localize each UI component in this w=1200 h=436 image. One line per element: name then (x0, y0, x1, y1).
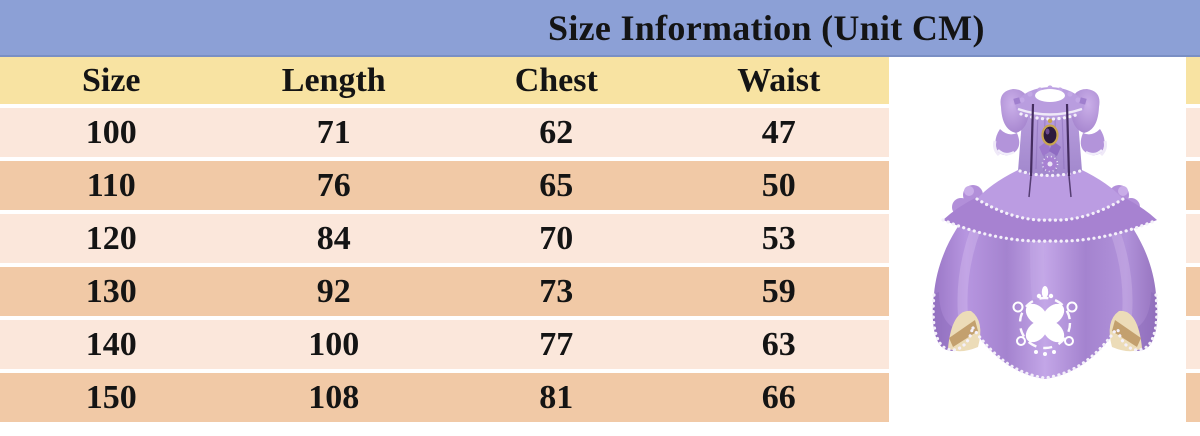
cell-length: 71 (316, 114, 351, 151)
cell-size: 100 (85, 114, 137, 151)
cell-chest: 62 (539, 114, 574, 151)
cell-chest: 65 (539, 167, 574, 204)
sofia-flower-emblem (1012, 286, 1078, 356)
cell-size: 120 (85, 220, 137, 257)
cell-chest: 81 (539, 379, 574, 416)
cell-length: 92 (316, 273, 351, 310)
cell-size: 130 (85, 273, 137, 310)
cell-length: 108 (308, 379, 360, 416)
dress-overskirt-upper (975, 169, 1125, 222)
column-header-waist: Waist (737, 62, 821, 99)
cell-waist: 50 (761, 167, 796, 204)
cell-chest: 73 (539, 273, 574, 310)
dress-sleeve-right (1070, 89, 1107, 157)
cell-size: 110 (86, 167, 136, 204)
dress-hem-lining (948, 310, 1142, 352)
product-image (889, 57, 1186, 436)
cell-length: 100 (308, 326, 360, 363)
dress-collar (1013, 85, 1087, 121)
cell-chest: 70 (539, 220, 574, 257)
cell-size: 140 (85, 326, 137, 363)
cell-waist: 63 (761, 326, 796, 363)
cell-length: 76 (316, 167, 351, 204)
column-header-chest: Chest (514, 62, 598, 99)
dress-amulet (1039, 118, 1061, 156)
dress-waist-rosette (1041, 155, 1059, 173)
dress-sleeve-left (993, 89, 1030, 157)
column-header-length: Length (281, 62, 386, 99)
dress-photo (931, 85, 1159, 380)
cell-waist: 53 (761, 220, 796, 257)
dress-straps (1028, 103, 1072, 198)
cell-waist: 47 (761, 114, 796, 151)
cell-size: 150 (85, 379, 137, 416)
column-header-size: Size (81, 62, 141, 99)
dress-pearl-trim-hem (931, 293, 1159, 380)
title-bar: Size Information (Unit CM) (0, 0, 1200, 57)
cell-waist: 66 (761, 379, 796, 416)
cell-chest: 77 (539, 326, 574, 363)
page-title: Size Information (Unit CM) (548, 7, 985, 48)
cell-length: 84 (316, 220, 351, 257)
cell-waist: 59 (761, 273, 796, 310)
